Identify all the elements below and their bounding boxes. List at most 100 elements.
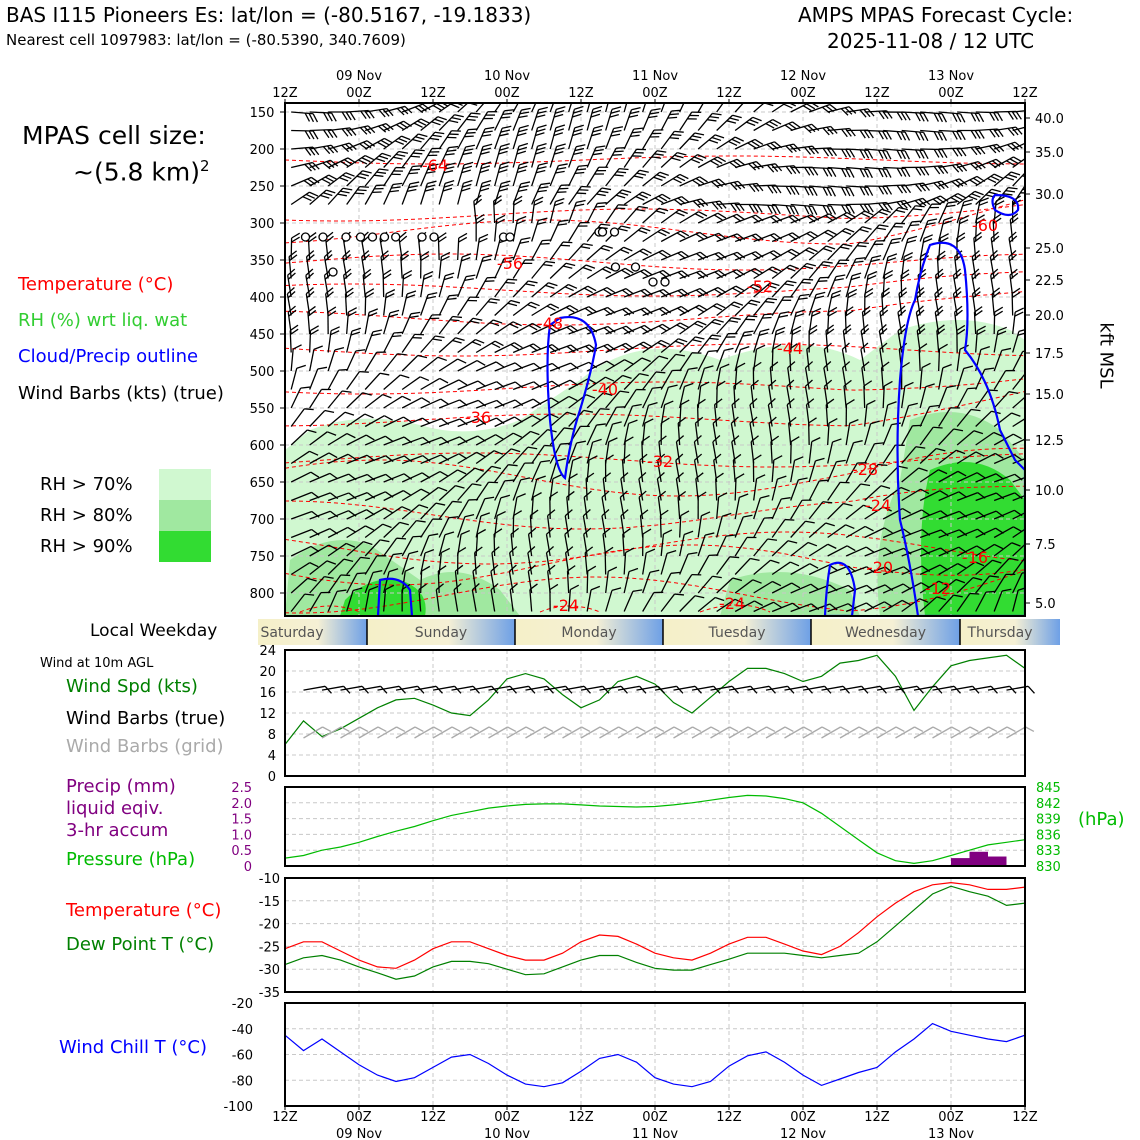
- wind-barb: [786, 379, 795, 409]
- windchill-ytick-label: -40: [232, 1023, 253, 1038]
- time-tick-bottom: 00Z: [790, 1110, 816, 1125]
- pressure-tick-label: 500: [250, 365, 275, 380]
- height-axis-label: kft MSL: [1095, 322, 1117, 389]
- windchill-ytick-label: -20: [232, 997, 253, 1012]
- wind-barb: [494, 399, 524, 409]
- wind-barb: [808, 501, 833, 520]
- wind-barb: [771, 264, 799, 280]
- wind-barb: [750, 435, 759, 464]
- wind-barb: [457, 513, 475, 538]
- wind-barb: [531, 380, 561, 391]
- wind-barb: [346, 327, 362, 353]
- wind-barb: [586, 438, 602, 464]
- wind-barb: [827, 438, 842, 464]
- wind-barb: [660, 322, 689, 335]
- wind-barb: [827, 481, 850, 501]
- wind-barb: [864, 148, 892, 160]
- wind-barb: [327, 411, 355, 427]
- wind-barb: [494, 214, 506, 242]
- calm-circle: [417, 232, 427, 242]
- wind-barb: [790, 520, 815, 538]
- rh-legend-80-swatch: [159, 500, 211, 531]
- isotherm-line: [285, 391, 1025, 427]
- wind-barb: [401, 488, 430, 502]
- wind-barb: [938, 216, 954, 242]
- wind-barb: [493, 195, 503, 224]
- wind-barb: [549, 184, 571, 205]
- wind-barb: [438, 500, 462, 520]
- wind-barb: [789, 343, 798, 372]
- temp-ytick-label: -20: [259, 918, 280, 933]
- wind-barb: [475, 143, 493, 168]
- wind-barb: [346, 541, 373, 557]
- rh-gt90-area: [340, 462, 1025, 616]
- wind-barb: [806, 342, 815, 372]
- wind-barb: [660, 384, 678, 409]
- wind-barb: [749, 398, 758, 427]
- wind-barb: [401, 354, 428, 372]
- wind-barb: [420, 314, 442, 335]
- wind-barb: [975, 173, 1003, 187]
- pressure-tick-label: 400: [250, 291, 275, 306]
- wind-barb: [697, 134, 725, 150]
- wind-barb-true: [303, 685, 332, 694]
- wind-barb: [750, 379, 759, 409]
- wind-barb: [512, 124, 529, 150]
- wind-barb: [623, 127, 644, 150]
- wind-barb: [883, 166, 911, 178]
- wind-barb: [660, 151, 687, 168]
- wind-barb: [494, 103, 508, 113]
- wind-barb-true: [654, 685, 684, 694]
- wind-barb: [735, 182, 764, 193]
- temp-contour-label: -64: [422, 156, 448, 175]
- wind-barb-true: [839, 685, 869, 694]
- wind-barb-true: [321, 685, 351, 694]
- wind-barb: [804, 361, 814, 390]
- wind-barb: [697, 103, 710, 113]
- wind-barb: [531, 459, 551, 483]
- wind-barb: [642, 108, 661, 131]
- wind-barb: [697, 596, 725, 613]
- pressure-ytick-label: 833: [1036, 844, 1061, 859]
- wind-barb: [309, 189, 336, 205]
- wind-barb: [864, 463, 888, 483]
- wind-barb: [864, 442, 884, 464]
- wind-barb: [973, 231, 983, 261]
- wind-barb: [327, 453, 357, 465]
- wind-barb: [679, 304, 708, 317]
- wind-barb: [992, 213, 1002, 242]
- wind-barb-grid: [599, 726, 628, 739]
- rh-legend-80-label: RH > 80%: [40, 505, 133, 526]
- height-tick-label: 20.0: [1035, 309, 1064, 324]
- wind-barb: [438, 485, 465, 501]
- wind-barb: [938, 491, 968, 502]
- wind-barb: [660, 529, 673, 557]
- wind-barb: [401, 290, 417, 316]
- wind-barb: [975, 367, 995, 390]
- wind-barb: [975, 431, 1003, 446]
- wind-barb: [825, 398, 835, 427]
- wind-barb: [938, 178, 968, 188]
- pressure-tick-label: 200: [250, 143, 275, 158]
- wind-barb: [602, 472, 612, 501]
- wind-barb: [494, 342, 523, 354]
- wind-barb: [716, 114, 742, 131]
- wind-barb: [768, 379, 777, 409]
- wind-barb: [290, 562, 319, 576]
- wind-barb: [716, 180, 746, 191]
- wind-barb: [493, 528, 503, 557]
- wind-barb: [290, 577, 317, 594]
- wind-barb: [364, 507, 393, 520]
- wind-barb: [568, 199, 586, 224]
- wind-barb: [956, 430, 984, 446]
- nearest-cell: Nearest cell 1097983: lat/lon = (-80.539…: [6, 31, 406, 49]
- height-tick-label: 25.0: [1035, 242, 1064, 257]
- wind-barb: [512, 259, 535, 279]
- temp-contour-label: -24: [719, 594, 745, 613]
- pressure-ytick-label: 836: [1036, 828, 1061, 843]
- wind-barb: [494, 464, 518, 483]
- wind-barb-true: [469, 685, 499, 694]
- wind-barb: [438, 162, 456, 187]
- wind-barb: [346, 525, 375, 539]
- wind-barb: [401, 149, 425, 168]
